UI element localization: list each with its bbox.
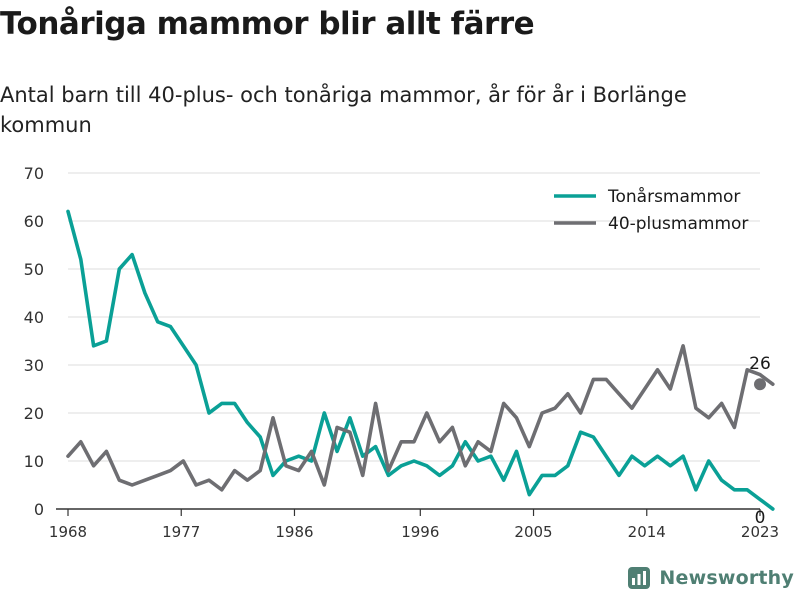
teen-mothers-line: [66, 209, 775, 511]
chart-title: Tonåriga mammor blir allt färre: [0, 6, 535, 42]
axes: 0 10 20 30 40 50 60 70 1968 1977 1986 1996 2005 2014 2…: [24, 164, 779, 541]
x-tick-label: 1977: [162, 523, 200, 541]
brand-name: Newsworthy: [659, 567, 794, 589]
forty-plus-end-marker: [754, 378, 766, 391]
x-tick-label: 1996: [401, 523, 439, 541]
forty-plus-mothers-line: [66, 343, 775, 492]
chart-subtitle: Antal barn till 40-plus- och tonåriga ma…: [0, 83, 687, 137]
y-tick-label: 10: [24, 452, 44, 471]
y-tick-label: 30: [24, 356, 44, 375]
y-tick-label: 40: [24, 308, 44, 327]
newsworthy-logo: Newsworthy: [627, 566, 794, 590]
y-tick-label: 60: [24, 212, 44, 231]
y-tick-label: 20: [24, 404, 44, 423]
x-tick-label: 2014: [628, 523, 666, 541]
data-labels: 26 0: [749, 354, 771, 528]
x-tick-label: 1986: [275, 523, 313, 541]
legend-label: Tonårsmammor: [607, 186, 740, 207]
legend-label: 40-plusmammor: [608, 214, 748, 234]
y-tick-label: 0: [34, 500, 44, 519]
forty-plus-end-label: 26: [749, 354, 771, 374]
gridlines: [68, 172, 760, 462]
x-tick-label: 1968: [49, 523, 87, 541]
x-tick-label: 2005: [514, 523, 552, 541]
newsworthy-logo-icon: [628, 567, 651, 589]
teen-end-label: 0: [755, 508, 766, 528]
x-tick-label: 2023: [741, 523, 779, 541]
y-tick-label: 50: [24, 260, 44, 279]
y-tick-label: 70: [24, 164, 44, 183]
series-lines: [66, 209, 775, 511]
legend: Tonårsmammor 40-plusmammor: [554, 186, 748, 234]
